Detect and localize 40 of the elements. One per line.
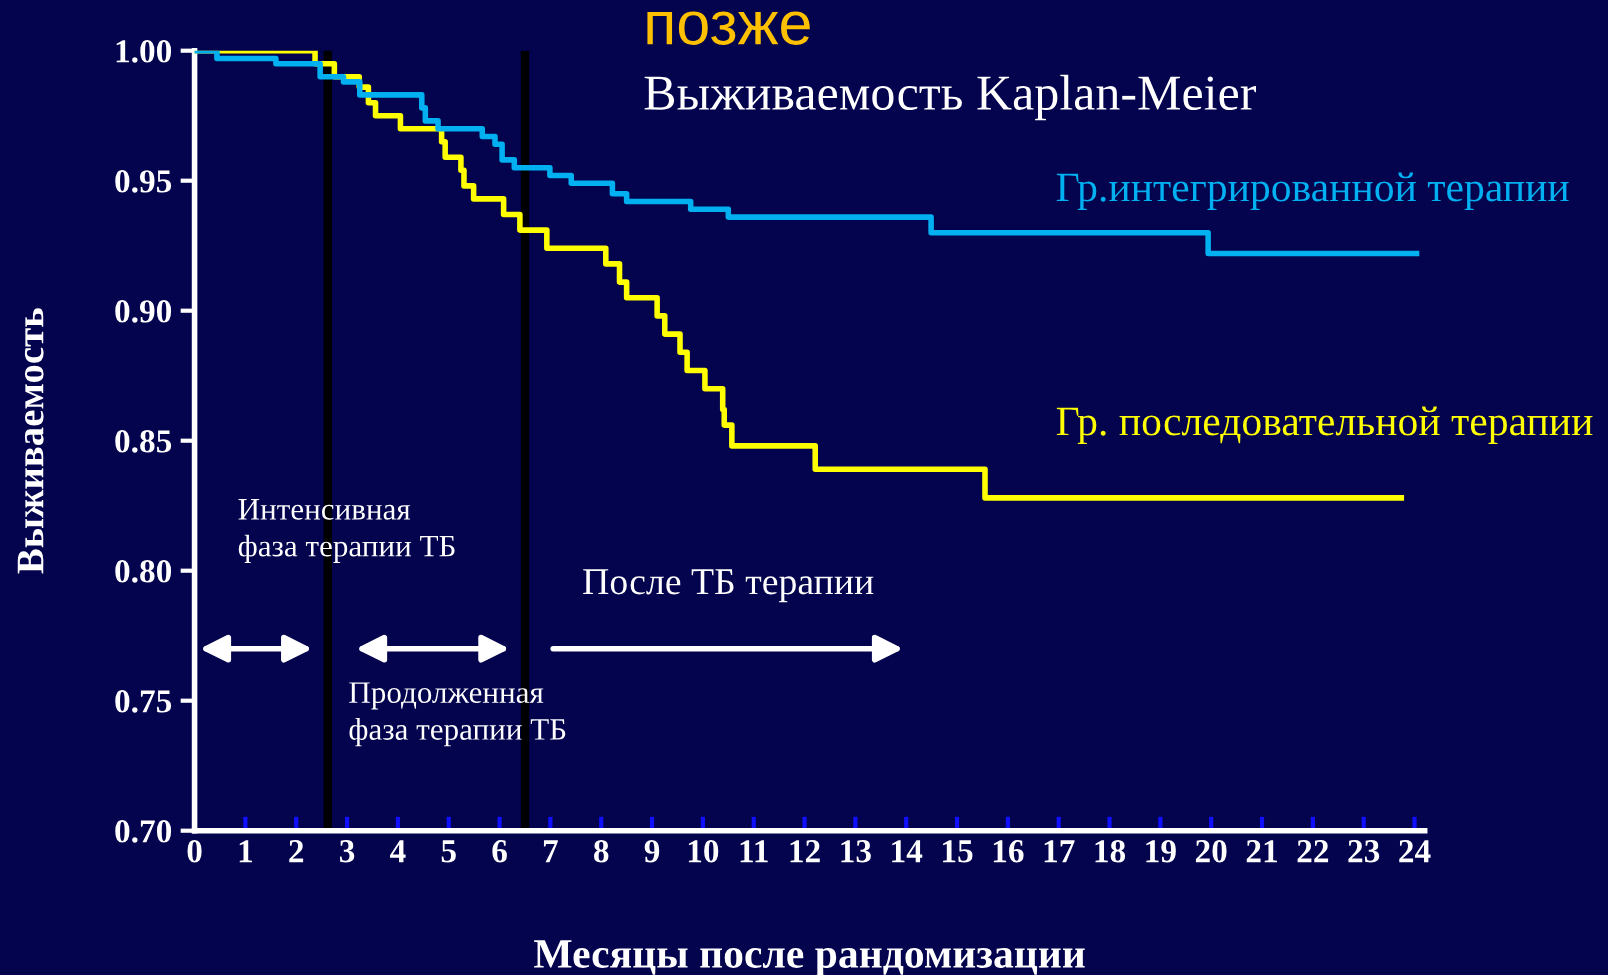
y-tick-label: 0.85 [115,430,172,453]
y-tick-label: 0.95 [115,170,172,193]
annotation: После ТБ терапии [583,569,874,603]
x-tick-label: 6 [492,840,507,863]
x-tick-label: 3 [339,840,355,863]
x-tick-label: 13 [841,840,871,863]
series-label: Гр. последовательной терапии [1056,406,1593,444]
x-tick-label: 21 [1246,840,1277,863]
y-tick-label: 1.00 [116,40,172,63]
x-tick-label: 18 [1095,840,1126,863]
y-axis-title: Выживаемость [17,308,44,574]
x-tick-label: 22 [1297,840,1329,863]
x-tick-label: 16 [993,840,1024,863]
chart-title: позже [647,11,810,45]
x-tick-label: 24 [1399,840,1431,863]
x-tick-label: 20 [1195,840,1227,863]
x-tick-label: 15 [943,840,973,863]
x-tick-label: 14 [892,840,923,863]
x-tick-label: 23 [1348,840,1380,863]
series-label: Гр.интегрированной терапии [1056,172,1569,210]
x-tick-label: 10 [688,840,719,863]
y-tick-label: 0.75 [115,690,172,713]
x-tick-label: 0 [187,840,202,863]
x-tick-label: 7 [543,840,558,863]
x-tick-label: 11 [740,840,768,863]
x-tick-label: 9 [644,840,660,863]
x-tick-label: 4 [390,840,406,863]
x-tick-label: 5 [441,840,456,863]
x-tick-label: 19 [1146,840,1176,863]
x-tick-label: 1 [239,840,253,863]
x-tick-label: 17 [1044,840,1075,863]
chart-subtitle: Выживаемость Kaplan-Meier [644,74,1256,121]
x-tick-label: 2 [289,840,304,863]
annotation: Интенсивная фаза терапии ТБ [238,499,455,563]
annotation: Продолженная фаза терапии ТБ [349,682,566,747]
y-tick-label: 0.70 [115,820,172,843]
y-tick-label: 0.90 [115,300,172,323]
y-tick-label: 0.80 [115,560,172,583]
x-tick-label: 8 [594,840,609,863]
x-tick-label: 12 [790,840,820,863]
